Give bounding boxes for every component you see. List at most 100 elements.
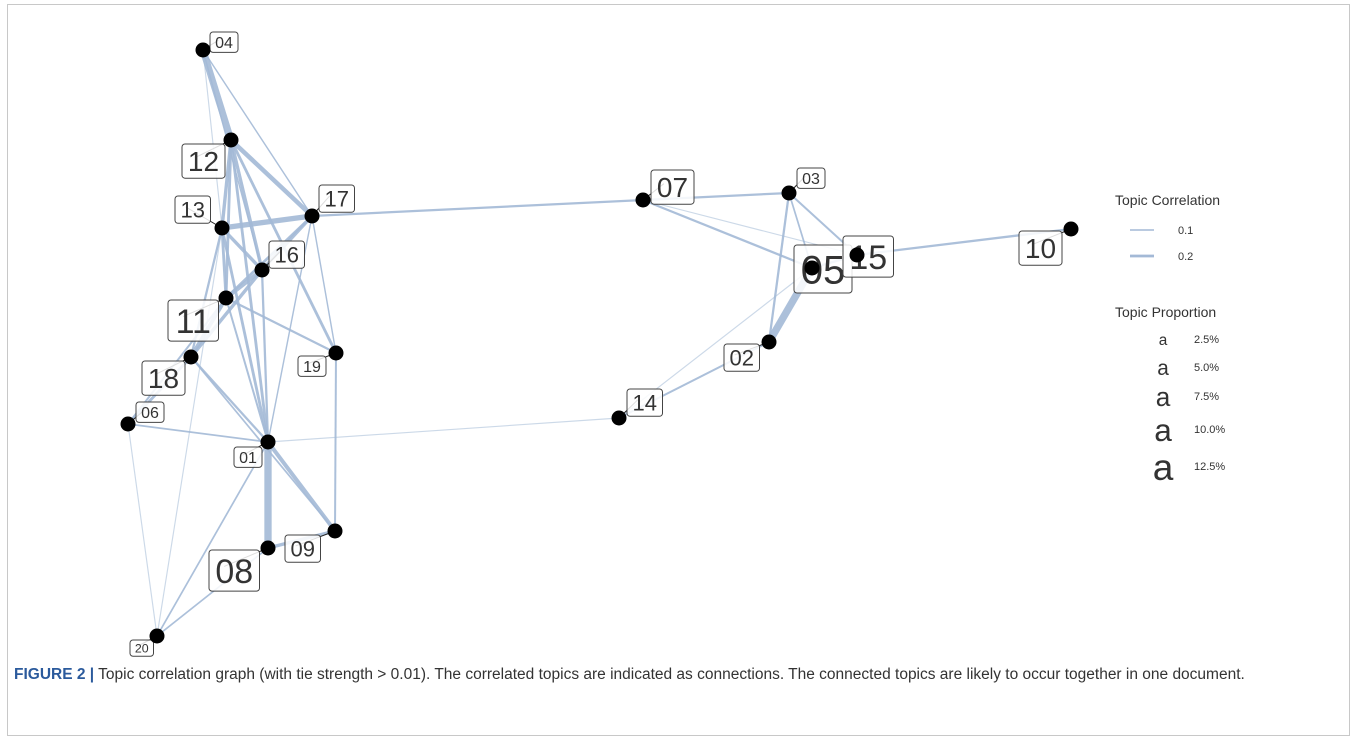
topic-node-08: 08 [208,540,276,592]
topic-label-box [174,195,211,224]
topic-node-03: 03 [781,167,826,201]
topic-dot [327,523,343,539]
topic-node-09: 09 [284,523,343,563]
edge-13-17 [221,213,313,231]
legend-correlation-label: 0.2 [1178,251,1193,263]
nodes-layer: 04 12 13 17 16 11 18 19 06 01 09 08 20 07 03 05 15 10 02 14 [120,31,1079,657]
topic-label: 08 [215,553,253,591]
topic-dot [1063,221,1079,237]
topic-label-box [842,235,894,278]
legend-proportion-label: 7.5% [1194,391,1219,403]
topic-label: 06 [141,405,159,422]
edge-19-09 [334,352,337,532]
edge-06-01 [127,423,269,443]
topic-label: 18 [148,363,179,394]
topic-node-18: 18 [141,349,199,396]
topic-dot [260,434,276,450]
topic-dot [635,192,651,208]
legend-proportion-glyph: a [1156,382,1171,412]
topic-node-02: 02 [723,334,777,372]
topic-dot [223,132,239,148]
topic-dot [761,334,777,350]
topic-dot [260,540,276,556]
topic-dot [149,628,165,644]
topic-node-14: 14 [611,388,663,426]
edge-17-19 [311,215,337,354]
topic-dot [804,260,820,276]
edge-12-16 [229,139,264,271]
topic-dot [849,247,865,263]
edge-12-17 [229,138,314,218]
topic-node-10: 10 [1018,221,1079,266]
edge-04-17 [202,49,313,217]
topic-label-box [297,355,327,377]
legend-correlation-label: 0.1 [1178,225,1193,237]
topic-label-box [167,299,219,342]
topic-node-11: 11 [167,290,234,342]
topic-node-01: 01 [233,434,276,468]
legend-proportion-glyph: a [1157,357,1169,380]
edge-13-11 [220,227,228,299]
edge-12-01 [229,139,270,443]
edge-13-01 [220,227,270,443]
caption-label: FIGURE 2 [14,666,86,683]
topic-label: 17 [325,187,349,212]
edge-13-16 [220,226,264,272]
topic-label: 19 [303,359,321,376]
edge-06-20 [127,423,158,637]
topic-label-box [208,549,260,592]
topic-node-16: 16 [254,240,305,278]
topic-label-box [129,639,154,657]
legend-proportion-label: 10.0% [1194,424,1225,436]
topic-dot [254,262,270,278]
topic-label: 10 [1025,233,1056,264]
figure-frame [7,4,1350,736]
topic-dot [195,42,211,58]
topic-dot [781,185,797,201]
topic-label-box [650,169,695,205]
topic-node-20: 20 [129,628,165,657]
topic-label: 20 [135,642,149,656]
topic-label-box [318,184,355,213]
topic-node-19: 19 [297,345,344,377]
topic-dot [611,410,627,426]
legend-proportion-label: 12.5% [1194,461,1225,473]
edge-17-07 [311,198,644,218]
topic-label: 12 [188,146,219,177]
edge-12-11 [224,139,233,299]
topic-label: 03 [802,171,820,188]
topic-node-12: 12 [181,132,239,179]
legend-proportion-glyph: a [1154,412,1172,448]
topic-dot [328,345,344,361]
legend-correlation-title: Topic Correlation [1115,192,1220,208]
topic-dot [218,290,234,306]
topic-label: 04 [215,35,233,52]
topic-label-box [626,388,663,417]
topic-dot [183,349,199,365]
topic-label: 11 [176,303,211,341]
topic-node-13: 13 [174,195,230,236]
topic-node-04: 04 [195,31,239,58]
topic-label-box [233,446,263,468]
topic-label-box [141,360,186,396]
topic-node-15: 15 [842,235,894,278]
topic-dot [214,220,230,236]
figure-caption: FIGURE 2 | Topic correlation graph (with… [14,664,1344,686]
edge-07-05 [642,198,813,270]
edge-03-02 [767,192,791,343]
edge-01-20 [156,441,269,637]
topic-dot [304,208,320,224]
legend-proportion-label: 2.5% [1194,334,1219,346]
edge-04-13 [202,49,223,229]
legend-proportion-title: Topic Proportion [1115,304,1216,320]
topic-label-box [796,167,826,189]
topic-dot [120,416,136,432]
edge-11-19 [225,296,337,355]
topic-node-07: 07 [635,169,695,208]
legend-proportion-glyph: a [1153,447,1174,488]
topic-label-box [268,240,305,269]
legend-proportion-glyph: a [1159,332,1168,349]
topic-label-box [723,343,760,372]
legend: Topic Correlation 0.1 0.2 Topic Proportio… [1115,192,1225,488]
topic-node-17: 17 [304,184,355,224]
